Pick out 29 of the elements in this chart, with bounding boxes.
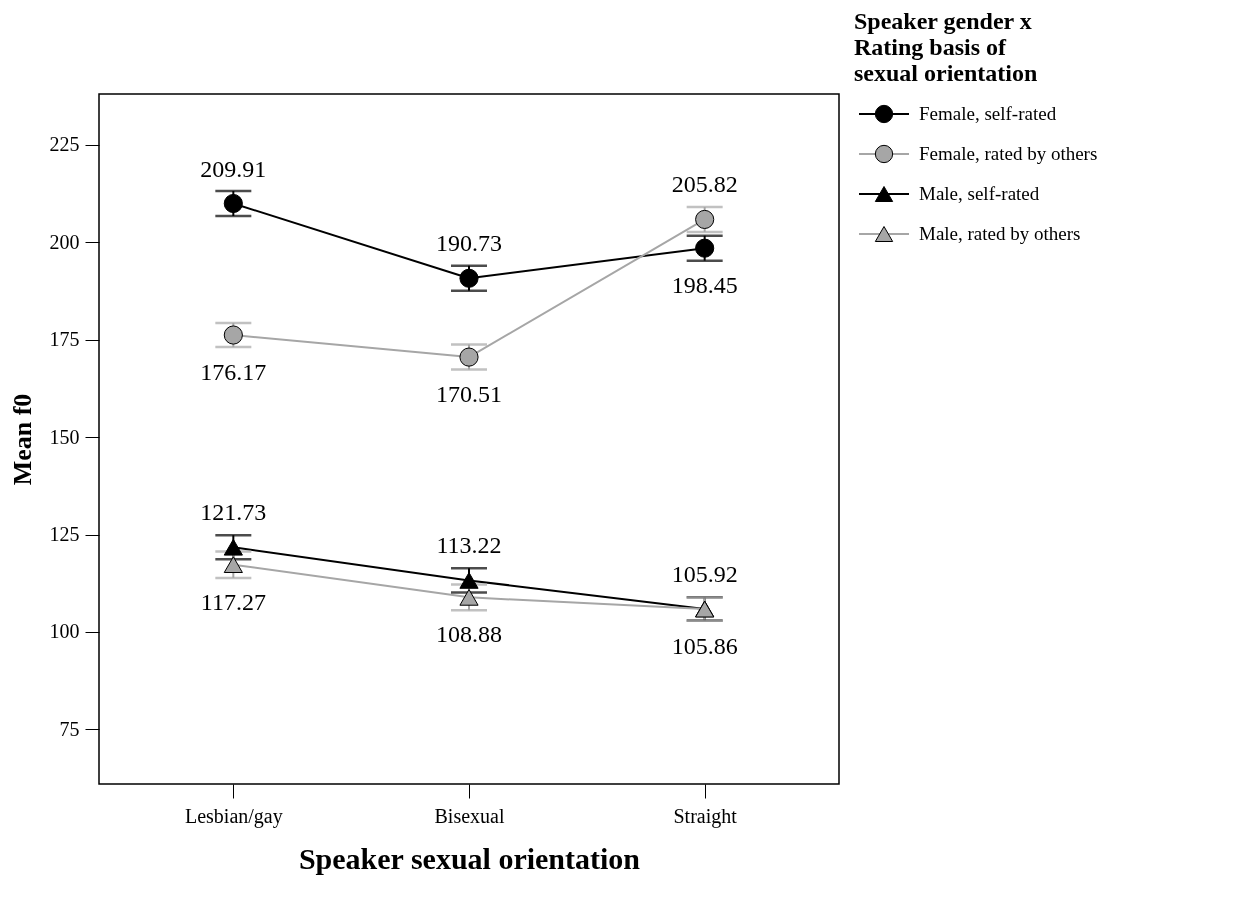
data-label: 105.92	[671, 560, 738, 587]
data-label: 176.17	[200, 359, 267, 386]
data-label: 105.86	[671, 633, 738, 660]
legend-title: Speaker gender x Rating basis of sexual orientation	[854, 8, 1038, 86]
data-label: 108.88	[436, 621, 502, 648]
y-tick-label: 125	[49, 523, 80, 546]
legend-label: Female, rated by others	[919, 143, 1098, 164]
y-tick-label: 75	[59, 717, 80, 740]
data-label: 113.22	[436, 532, 502, 559]
x-tick-label: Bisexual	[434, 804, 505, 827]
y-tick-label: 100	[49, 620, 80, 643]
data-label: 209.91	[200, 155, 267, 182]
legend-label: Female, self-rated	[919, 103, 1057, 124]
data-label: 205.82	[671, 171, 738, 198]
data-label: 121.73	[200, 499, 267, 526]
legend-label: Male, self-rated	[919, 183, 1040, 204]
y-axis-title: Mean f0	[7, 393, 37, 486]
data-label: 198.45	[671, 272, 738, 299]
x-axis-title: Speaker sexual orientation	[298, 841, 641, 875]
x-tick-label: Lesbian/gay	[184, 804, 283, 828]
data-label: 117.27	[200, 588, 266, 615]
y-tick-label: 175	[49, 328, 80, 351]
x-tick-label: Straight	[673, 804, 738, 828]
y-tick-label: 225	[49, 133, 80, 156]
legend-label: Male, rated by others	[919, 223, 1081, 244]
y-tick-label: 150	[49, 425, 80, 448]
y-tick-label: 200	[49, 230, 80, 253]
data-label: 190.73	[436, 230, 502, 257]
data-label: 170.51	[436, 381, 502, 408]
